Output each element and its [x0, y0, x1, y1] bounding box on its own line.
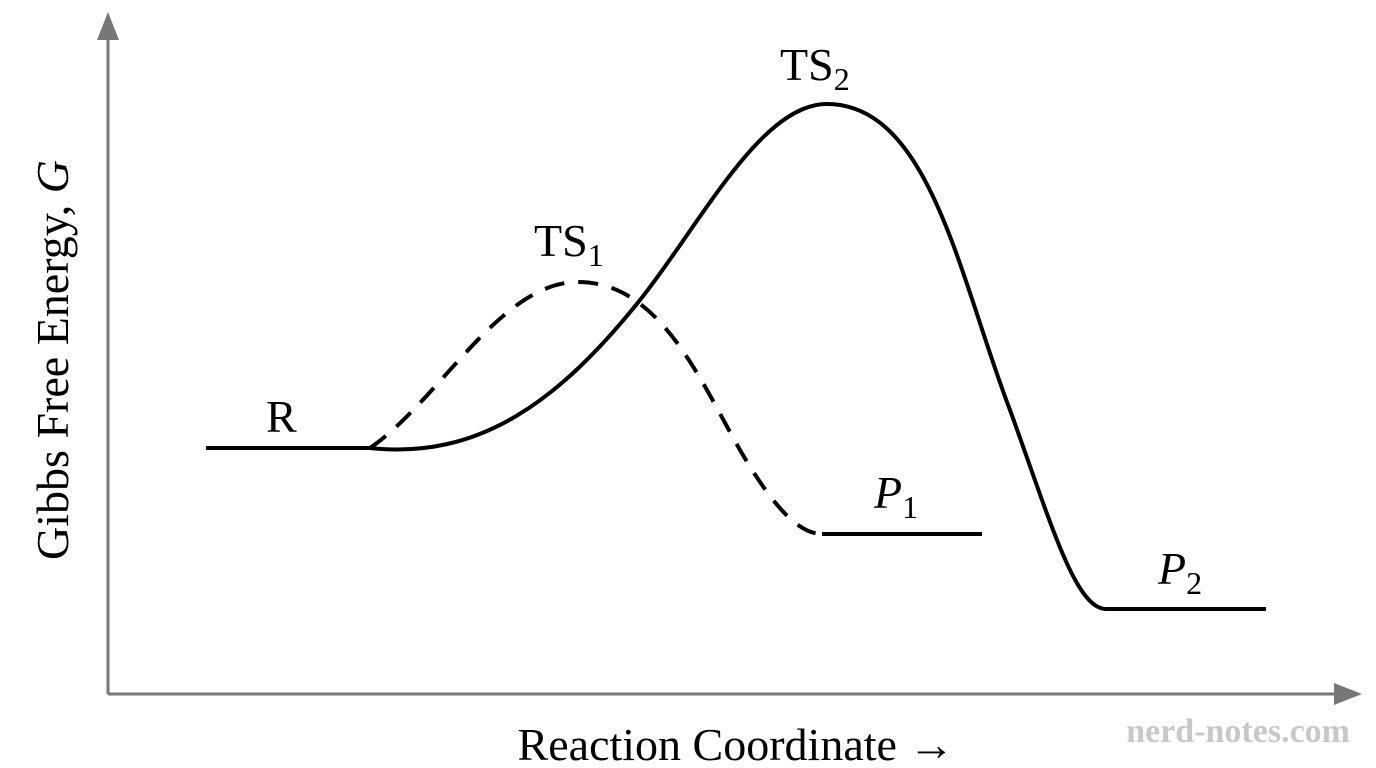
x-axis-arrowhead — [1334, 683, 1362, 705]
ts2-label-base: TS — [780, 39, 834, 90]
x-axis-title-text: Reaction Coordinate → — [518, 719, 955, 768]
y-axis-title-symbol: G — [27, 160, 78, 193]
y-axis-title: Gibbs Free Energy, G — [27, 160, 78, 560]
x-axis-title: Reaction Coordinate → — [518, 719, 955, 768]
watermark: nerd-notes.com — [1126, 713, 1350, 750]
watermark-text: nerd-notes.com — [1126, 713, 1350, 750]
ts1-label-sub: 1 — [588, 237, 604, 273]
ts2-label: TS2 — [780, 39, 850, 97]
p2-label-base: P — [1157, 543, 1186, 594]
ts1-label: TS1 — [534, 215, 604, 273]
p2-label: P2 — [1157, 543, 1202, 601]
p1-label: P1 — [873, 467, 918, 525]
reactant-label-text: R — [266, 391, 297, 442]
p1-label-sub: 1 — [902, 489, 918, 525]
ts2-label-sub: 2 — [834, 61, 850, 97]
solid-reaction-path — [368, 101, 1108, 611]
y-axis-title-prefix: Gibbs Free Energy, — [27, 193, 78, 560]
ts1-label-base: TS — [534, 215, 588, 266]
reactant-label: R — [266, 391, 297, 442]
p2-label-sub: 2 — [1186, 565, 1202, 601]
dashed-reaction-path — [368, 279, 823, 536]
p1-label-base: P — [873, 467, 902, 518]
y-axis-arrowhead — [97, 12, 119, 40]
axes — [97, 12, 1362, 705]
